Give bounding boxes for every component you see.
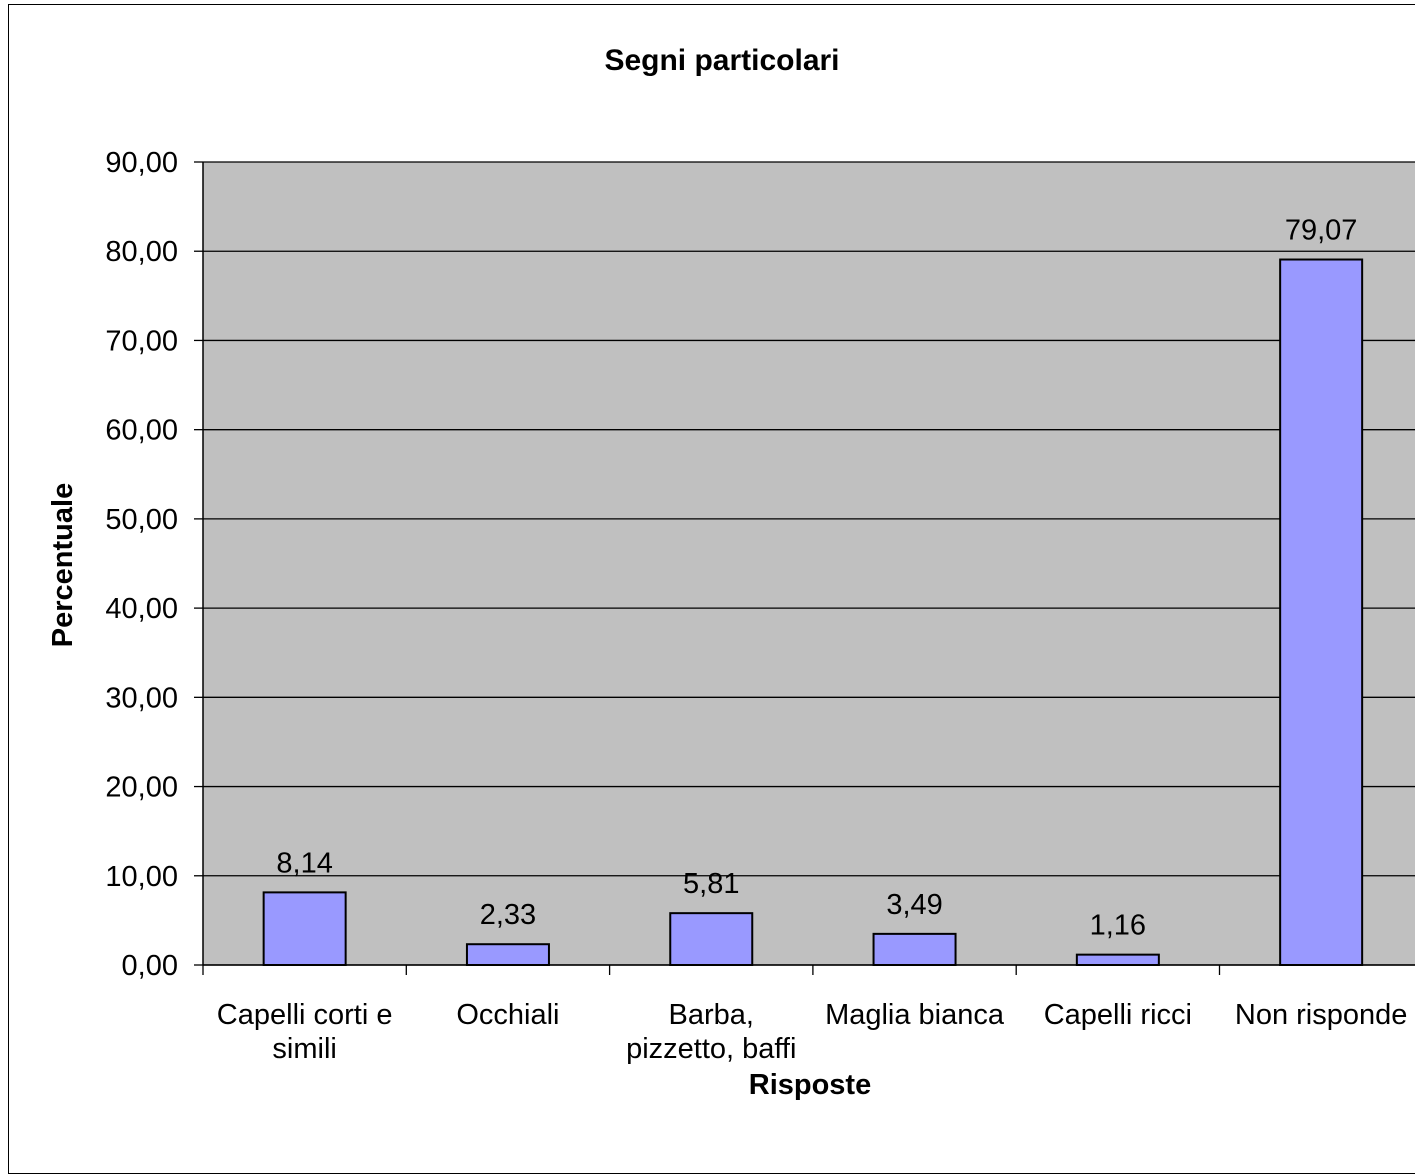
data-label: 5,81 xyxy=(683,868,739,900)
y-tick-label: 10,00 xyxy=(105,861,178,893)
y-tick-label: 90,00 xyxy=(105,147,178,179)
plot-area xyxy=(194,161,1415,975)
bar xyxy=(465,943,550,967)
x-category-label: Maglia bianca xyxy=(825,999,1005,1031)
plot-background xyxy=(203,162,1415,965)
bar xyxy=(1279,258,1364,966)
bar xyxy=(1075,953,1160,966)
data-label: 79,07 xyxy=(1285,215,1358,247)
y-tick-label: 50,00 xyxy=(105,504,178,536)
y-tick-label: 30,00 xyxy=(105,682,178,714)
data-label: 8,14 xyxy=(276,847,332,879)
x-category-label: Capelli corti e simili xyxy=(217,999,393,1065)
data-label: 3,49 xyxy=(886,889,942,921)
bar xyxy=(872,932,957,967)
bar xyxy=(669,912,754,966)
x-category-label: Capelli ricci xyxy=(1044,999,1192,1031)
y-tick-label: 60,00 xyxy=(105,415,178,447)
y-tick-label: 80,00 xyxy=(105,236,178,268)
y-tick-label: 40,00 xyxy=(105,593,178,625)
x-category-label: Barba, pizzetto, baffi xyxy=(626,999,796,1065)
y-axis-title: Percentuale xyxy=(47,483,79,647)
chart-text: Segni particolari Risposte Percentuale 0… xyxy=(47,44,1407,1101)
y-tick-label: 70,00 xyxy=(105,325,178,357)
bars xyxy=(262,258,1364,967)
data-label: 1,16 xyxy=(1090,910,1146,942)
x-axis-title: Risposte xyxy=(749,1069,871,1101)
chart-title: Segni particolari xyxy=(604,44,839,77)
x-category-label: Occhiali xyxy=(456,999,559,1031)
bar xyxy=(262,891,347,966)
y-tick-label: 20,00 xyxy=(105,772,178,804)
x-category-label: Non risponde xyxy=(1235,999,1408,1031)
y-tick-label: 0,00 xyxy=(122,950,178,982)
data-label: 2,33 xyxy=(480,899,536,931)
